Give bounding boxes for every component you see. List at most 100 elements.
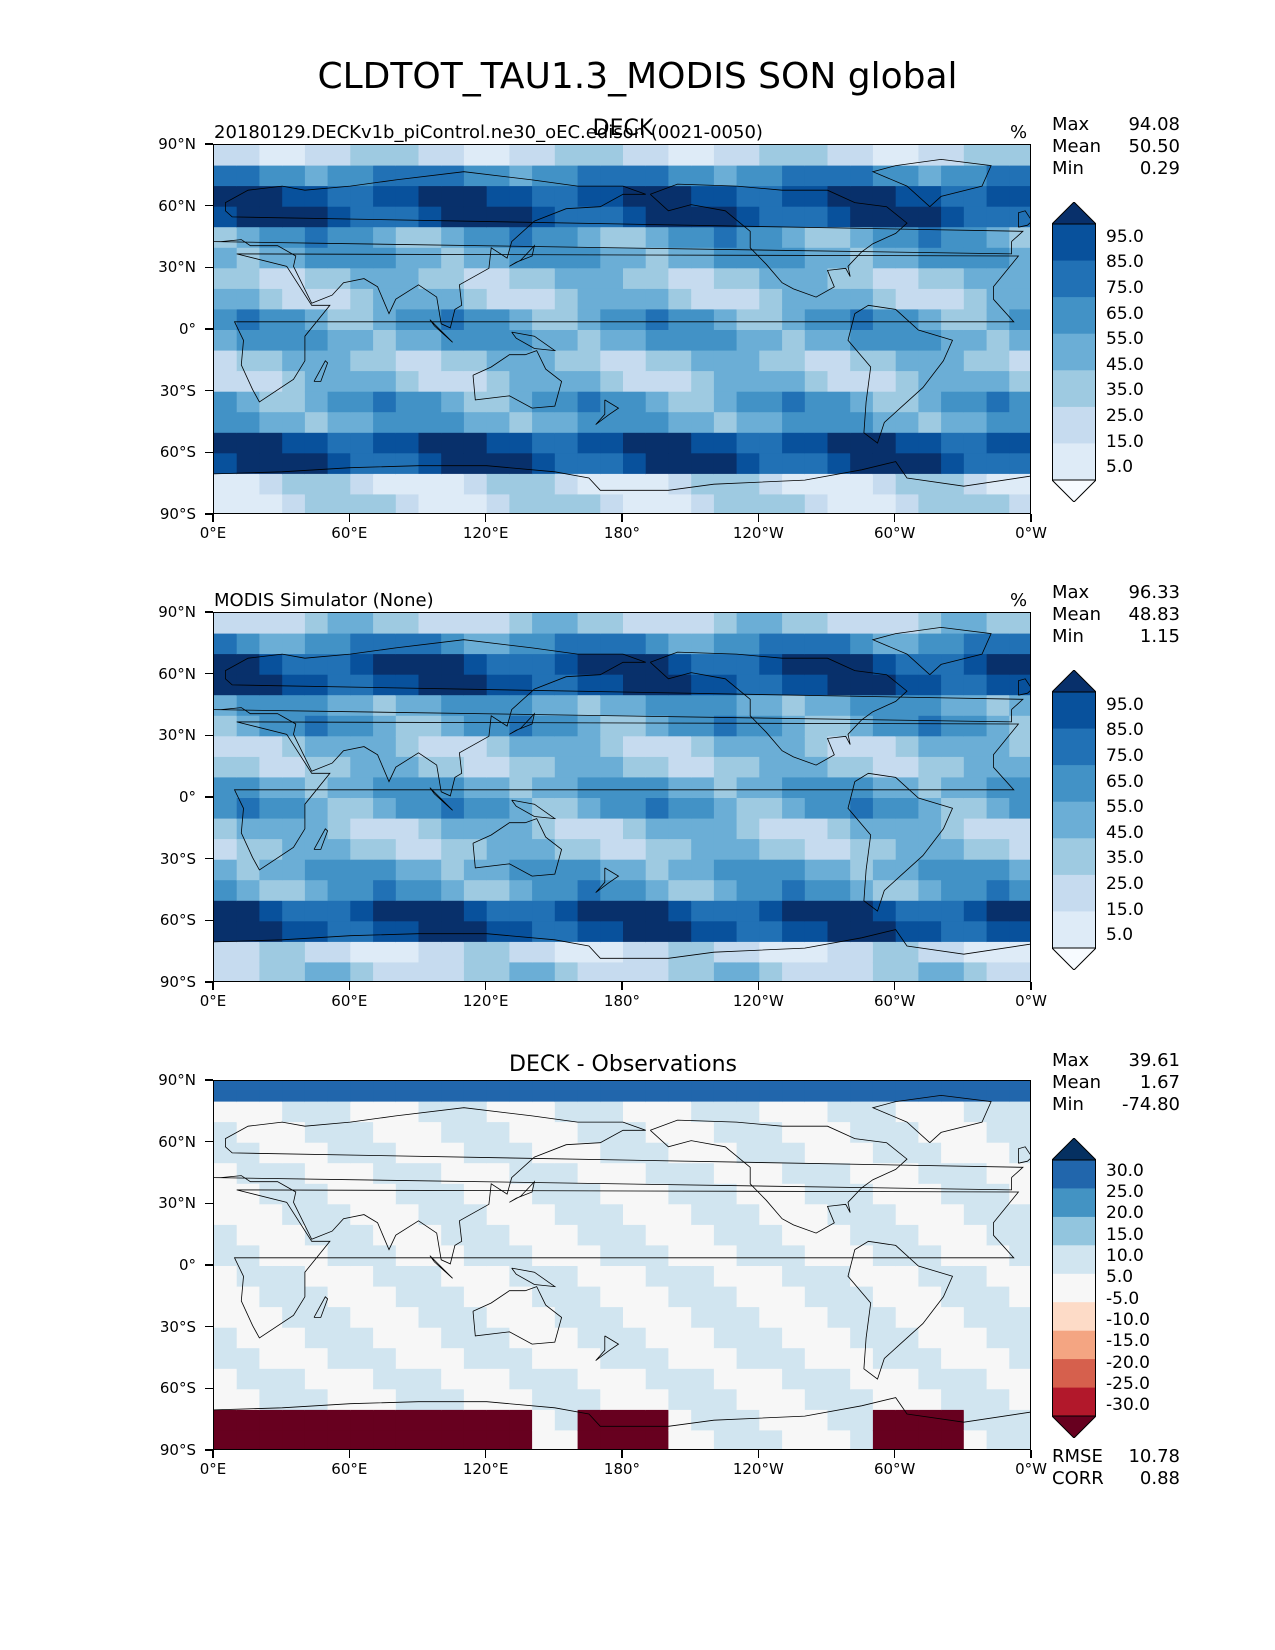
heatmap-cell	[850, 921, 874, 943]
heatmap-cell	[327, 1389, 351, 1411]
heatmap-cell	[259, 1389, 283, 1411]
heatmap-cell	[759, 633, 783, 655]
heatmap-cell	[441, 880, 465, 902]
heatmap-cell	[259, 613, 283, 635]
colorbar-extend-top	[1050, 669, 1098, 693]
heatmap-cell	[350, 777, 374, 799]
heatmap-cell	[895, 941, 919, 964]
heatmap-cell	[986, 736, 1010, 758]
heatmap-cell	[532, 165, 556, 187]
heatmap-cell	[713, 309, 738, 331]
heatmap-cell	[463, 900, 488, 922]
panel-subtitle: 20180129.DECKv1b_piControl.ne30_oEC.edis…	[214, 122, 763, 143]
heatmap-cell	[668, 1327, 692, 1349]
colorbar-segment	[1052, 911, 1096, 949]
heatmap-cell	[395, 247, 420, 269]
heatmap-cell	[509, 900, 533, 922]
heatmap-cell	[1009, 1245, 1030, 1267]
heatmap-cell	[554, 1122, 579, 1144]
heatmap-cell	[759, 859, 783, 881]
heatmap-cell	[850, 798, 874, 820]
coastline	[429, 1255, 453, 1279]
heatmap-cell	[645, 371, 669, 393]
heatmap-cell	[532, 613, 556, 635]
units-label: %	[1010, 590, 1028, 611]
stats-box: Max 96.33 Mean 48.83 Min 1.15	[1052, 582, 1180, 648]
heatmap-cell	[418, 880, 442, 902]
heatmap-cell	[986, 921, 1010, 943]
colorbar-label: 45.0	[1106, 822, 1144, 843]
heatmap-cell	[759, 1163, 783, 1185]
heatmap-cell	[509, 1224, 533, 1247]
heatmap-cell	[418, 900, 442, 922]
heatmap-cell	[736, 1409, 760, 1432]
heatmap-cell	[691, 1286, 715, 1308]
heatmap-cell	[373, 1183, 397, 1205]
heatmap-cell	[350, 247, 374, 269]
heatmap-cell	[941, 186, 965, 208]
heatmap-cell	[804, 165, 829, 187]
heatmap-cell	[600, 1409, 624, 1432]
heatmap-cell	[214, 1389, 238, 1411]
heatmap-cell	[827, 1430, 851, 1449]
heatmap-cell	[577, 715, 601, 737]
heatmap-cell	[895, 962, 919, 981]
heatmap-cell	[782, 1204, 806, 1226]
heatmap-cell	[395, 145, 420, 167]
heatmap-cell	[554, 145, 579, 167]
heatmap-cell	[282, 1224, 306, 1247]
heatmap-cell	[327, 941, 351, 964]
colorbar-segment	[1052, 333, 1096, 371]
heatmap-cell	[418, 1266, 442, 1288]
heatmap-cell	[441, 1245, 465, 1267]
heatmap-cell	[645, 1286, 669, 1308]
heatmap-cell	[463, 880, 488, 902]
heatmap-cell	[645, 715, 669, 737]
heatmap-cell	[600, 859, 624, 881]
stat-name-min: Min	[1052, 626, 1084, 647]
heatmap-cell	[441, 432, 465, 454]
heatmap-cell	[827, 1327, 851, 1349]
heatmap-cell	[691, 145, 715, 167]
heatmap-cell	[441, 391, 465, 413]
heatmap-cell	[941, 1389, 965, 1411]
heatmap-cell	[759, 695, 783, 717]
heatmap-cell	[963, 412, 988, 434]
heatmap-cell	[373, 1286, 397, 1308]
heatmap-cell	[623, 1245, 647, 1267]
heatmap-cell	[782, 268, 806, 290]
heatmap-cell	[373, 309, 397, 331]
y-tick-mark	[205, 981, 213, 983]
colorbar-segment	[1052, 260, 1096, 298]
heatmap-cell	[691, 494, 715, 513]
stat-name-corr: CORR	[1052, 1468, 1104, 1489]
heatmap-cell	[941, 633, 965, 655]
heatmap-cell	[441, 798, 465, 820]
heatmap-cell	[350, 1183, 374, 1205]
heatmap-cell	[395, 1245, 420, 1267]
heatmap-cell	[827, 1307, 851, 1329]
heatmap-cell	[941, 1368, 965, 1390]
heatmap-cell	[486, 288, 510, 311]
heatmap-cell	[691, 1163, 715, 1185]
heatmap-cell	[668, 715, 692, 737]
heatmap-cell	[736, 1307, 760, 1329]
heatmap-cell	[441, 288, 465, 311]
heatmap-cell	[918, 227, 942, 249]
heatmap-cell	[782, 859, 806, 881]
heatmap-cell	[736, 227, 760, 249]
heatmap-cell	[373, 859, 397, 881]
heatmap-cell	[509, 165, 533, 187]
heatmap-cell	[782, 494, 806, 513]
heatmap-cell	[918, 921, 942, 943]
heatmap-cell	[463, 756, 488, 779]
heatmap-cell	[554, 756, 579, 779]
heatmap-cell	[986, 1368, 1010, 1390]
extra-stats: RMSE 10.78 CORR 0.88	[1052, 1446, 1180, 1490]
heatmap-cell	[532, 288, 556, 311]
heatmap-cell	[782, 1122, 806, 1144]
heatmap-cell	[350, 1430, 374, 1449]
heatmap-cell	[259, 695, 283, 717]
heatmap-cell	[554, 1409, 579, 1432]
heatmap-cell	[872, 350, 897, 372]
